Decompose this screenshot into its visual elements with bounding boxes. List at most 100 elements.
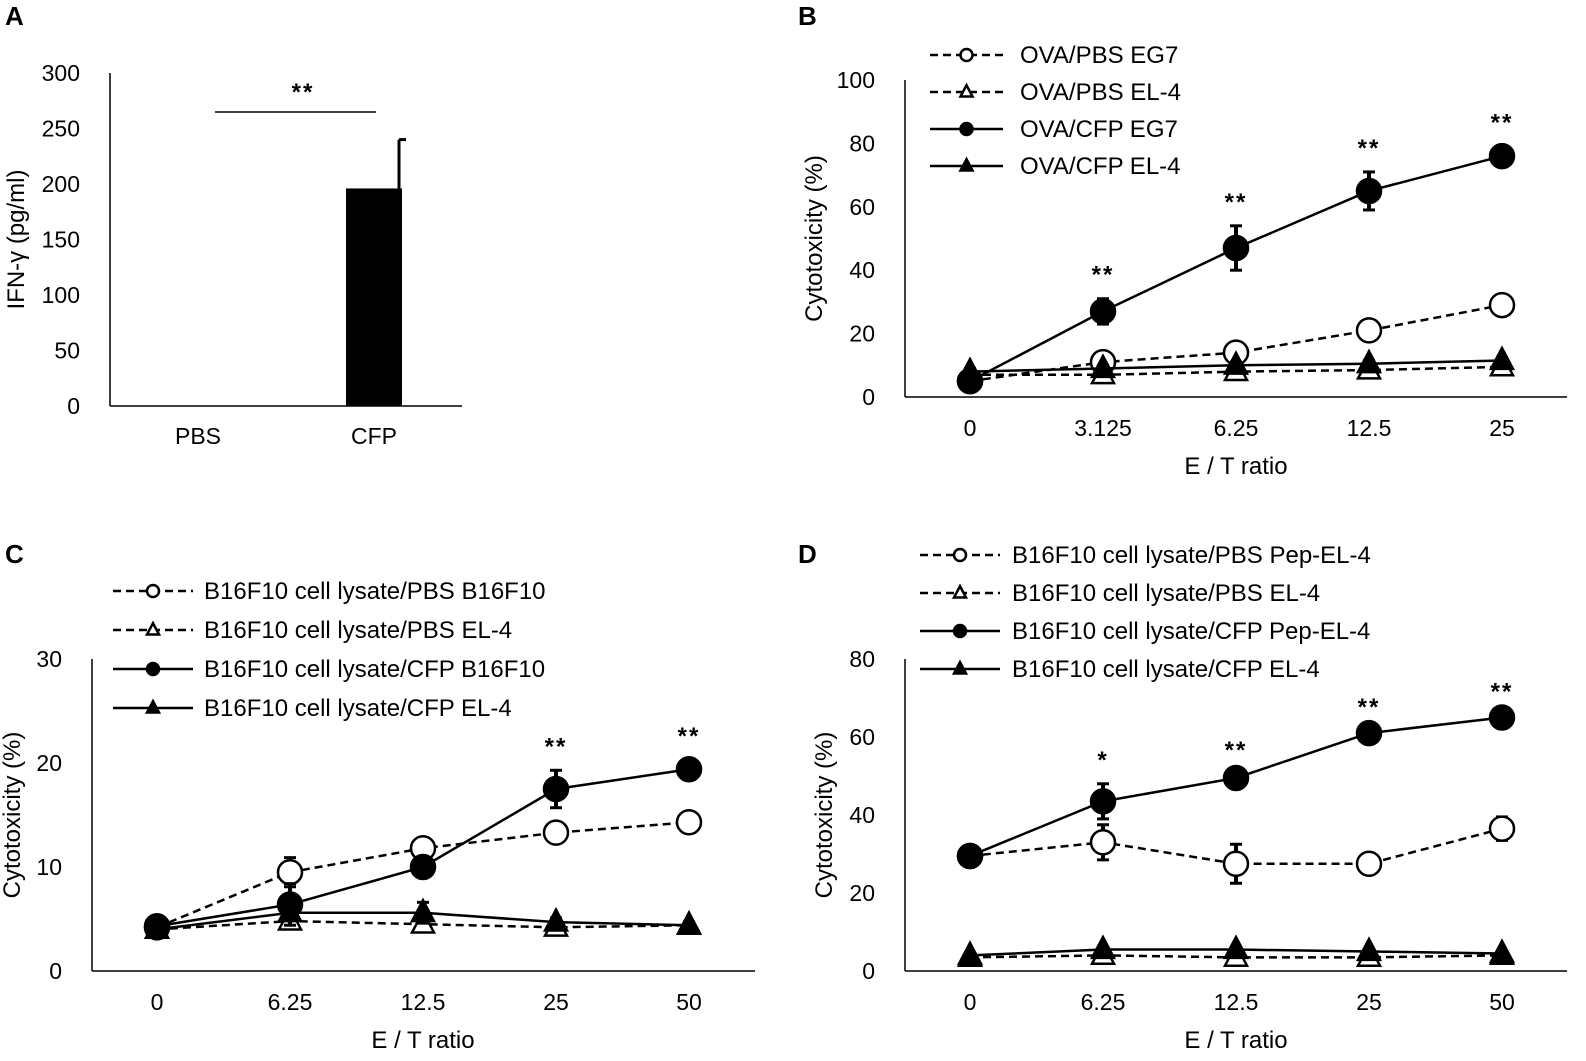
- legend-label: OVA/PBS EL-4: [1020, 79, 1181, 106]
- legend-label: B16F10 cell lysate/PBS B16F10: [204, 578, 546, 605]
- legend-marker: [145, 661, 161, 677]
- data-point: [1089, 788, 1117, 815]
- y-tick-label: 40: [849, 802, 875, 828]
- series-line: [969, 827, 1503, 865]
- panel-letter-c: C: [5, 539, 24, 569]
- legend-label: OVA/PBS EG7: [1020, 42, 1178, 69]
- bar: [346, 188, 402, 406]
- y-tick-label: 300: [42, 60, 80, 86]
- y-axis-title: Cytotoxicity (%): [811, 732, 838, 899]
- x-tick-label: 50: [1489, 989, 1515, 1015]
- data-point: [542, 775, 570, 803]
- x-tick-label: 50: [676, 989, 702, 1015]
- x-tick-label: 0: [964, 989, 977, 1015]
- data-point: [143, 914, 171, 940]
- x-tick-label: 25: [543, 989, 569, 1015]
- y-tick-label: 0: [862, 384, 875, 410]
- y-tick-label: 200: [42, 171, 80, 197]
- y-tick-label: 20: [849, 321, 875, 347]
- x-tick-label: 6.25: [1214, 415, 1259, 441]
- data-point: [1222, 850, 1250, 877]
- legend-label: OVA/CFP EG7: [1020, 116, 1178, 143]
- data-point: [1222, 934, 1250, 960]
- data-point: [542, 819, 570, 846]
- series: [956, 345, 1516, 382]
- legend: OVA/PBS EG7 OVA/PBS EL-4 OVA/CFP EG7 OVA/CF…: [930, 42, 1181, 180]
- y-tick-label: 80: [849, 130, 875, 156]
- legend: B16F10 cell lysate/PBS Pep-EL-4 B16F10 ce…: [920, 542, 1371, 683]
- y-tick-label: 0: [67, 393, 80, 419]
- panel-letter-b: B: [798, 1, 817, 31]
- legend-marker: [959, 47, 974, 63]
- legend-label: B16F10 cell lysate/PBS Pep-EL-4: [1012, 542, 1371, 569]
- significance-mark: **: [1225, 189, 1248, 216]
- y-tick-label: 60: [849, 194, 875, 220]
- data-point: [1089, 298, 1117, 325]
- x-tick-label: 0: [964, 415, 977, 441]
- data-point: [1355, 719, 1383, 747]
- legend: B16F10 cell lysate/PBS B16F10 B16F10 cell…: [113, 578, 546, 722]
- legend-label: B16F10 cell lysate/CFP B16F10: [204, 656, 545, 683]
- x-tick-label: 12.5: [1214, 989, 1259, 1015]
- data-point: [1222, 764, 1250, 792]
- y-tick-label: 20: [849, 880, 875, 906]
- x-axis-title: E / T ratio: [1184, 1027, 1287, 1054]
- significance-mark: **: [1092, 262, 1115, 289]
- data-point: [409, 897, 437, 923]
- y-tick-label: 30: [36, 646, 62, 672]
- y-tick-label: 60: [849, 724, 875, 750]
- data-point: [1355, 936, 1383, 962]
- x-tick-label: PBS: [175, 423, 221, 449]
- series: [956, 142, 1516, 395]
- y-tick-label: 0: [49, 958, 62, 984]
- panel-letter-a: A: [5, 1, 24, 31]
- legend-marker: [145, 583, 161, 599]
- x-tick-label: 25: [1356, 989, 1382, 1015]
- legend-marker: [952, 623, 968, 639]
- data-point: [1488, 938, 1516, 964]
- data-point: [1355, 850, 1383, 877]
- y-tick-label: 80: [849, 646, 875, 672]
- x-tick-label: 6.25: [1081, 989, 1126, 1015]
- data-point: [1355, 317, 1383, 344]
- x-tick-label: 12.5: [401, 989, 446, 1015]
- data-point: [1089, 934, 1117, 960]
- significance-mark: **: [678, 723, 701, 750]
- y-axis-title: Cytotoxicity (%): [0, 732, 26, 899]
- legend-label: B16F10 cell lysate/PBS EL-4: [1012, 580, 1320, 607]
- data-point: [956, 356, 984, 382]
- legend-marker: [951, 659, 969, 675]
- significance-mark: **: [1491, 110, 1514, 137]
- x-tick-label: 25: [1489, 415, 1515, 441]
- x-axis-title: E / T ratio: [1184, 453, 1287, 480]
- x-tick-label: 6.25: [268, 989, 313, 1015]
- series: [956, 704, 1516, 870]
- significance-mark: **: [1491, 679, 1514, 706]
- data-point: [276, 897, 304, 923]
- legend-marker: [952, 547, 968, 563]
- y-axis-title: IFN-γ (pg/ml): [3, 170, 30, 310]
- data-point: [1488, 291, 1516, 319]
- legend-marker: [144, 620, 162, 636]
- y-tick-label: 40: [849, 257, 875, 283]
- panel-b: B 0 20 40 60 80 100 0 3.125 6.25 12.5 25 E / T ratio…: [798, 1, 1567, 480]
- legend-label: B16F10 cell lysate/CFP EL-4: [1012, 656, 1320, 683]
- x-tick-label: CFP: [351, 423, 397, 449]
- data-point: [1488, 345, 1516, 371]
- data-point: [675, 809, 703, 836]
- y-tick-label: 50: [54, 338, 80, 364]
- data-point: [1488, 704, 1516, 731]
- y-tick-label: 20: [36, 750, 62, 776]
- panel-c: C 0 10 20 30 0 6.25 12.5 25 50 E / T ratio Cytotoxi…: [0, 539, 755, 1054]
- y-tick-label: 10: [36, 854, 62, 880]
- data-point: [1355, 348, 1383, 374]
- significance-mark: **: [1225, 737, 1248, 764]
- data-point: [675, 910, 703, 935]
- data-point: [409, 853, 437, 881]
- data-point: [1355, 177, 1383, 205]
- data-point: [675, 755, 703, 783]
- significance-mark: **: [1358, 694, 1381, 721]
- x-tick-label: 12.5: [1347, 415, 1392, 441]
- significance-mark: *: [1097, 747, 1108, 774]
